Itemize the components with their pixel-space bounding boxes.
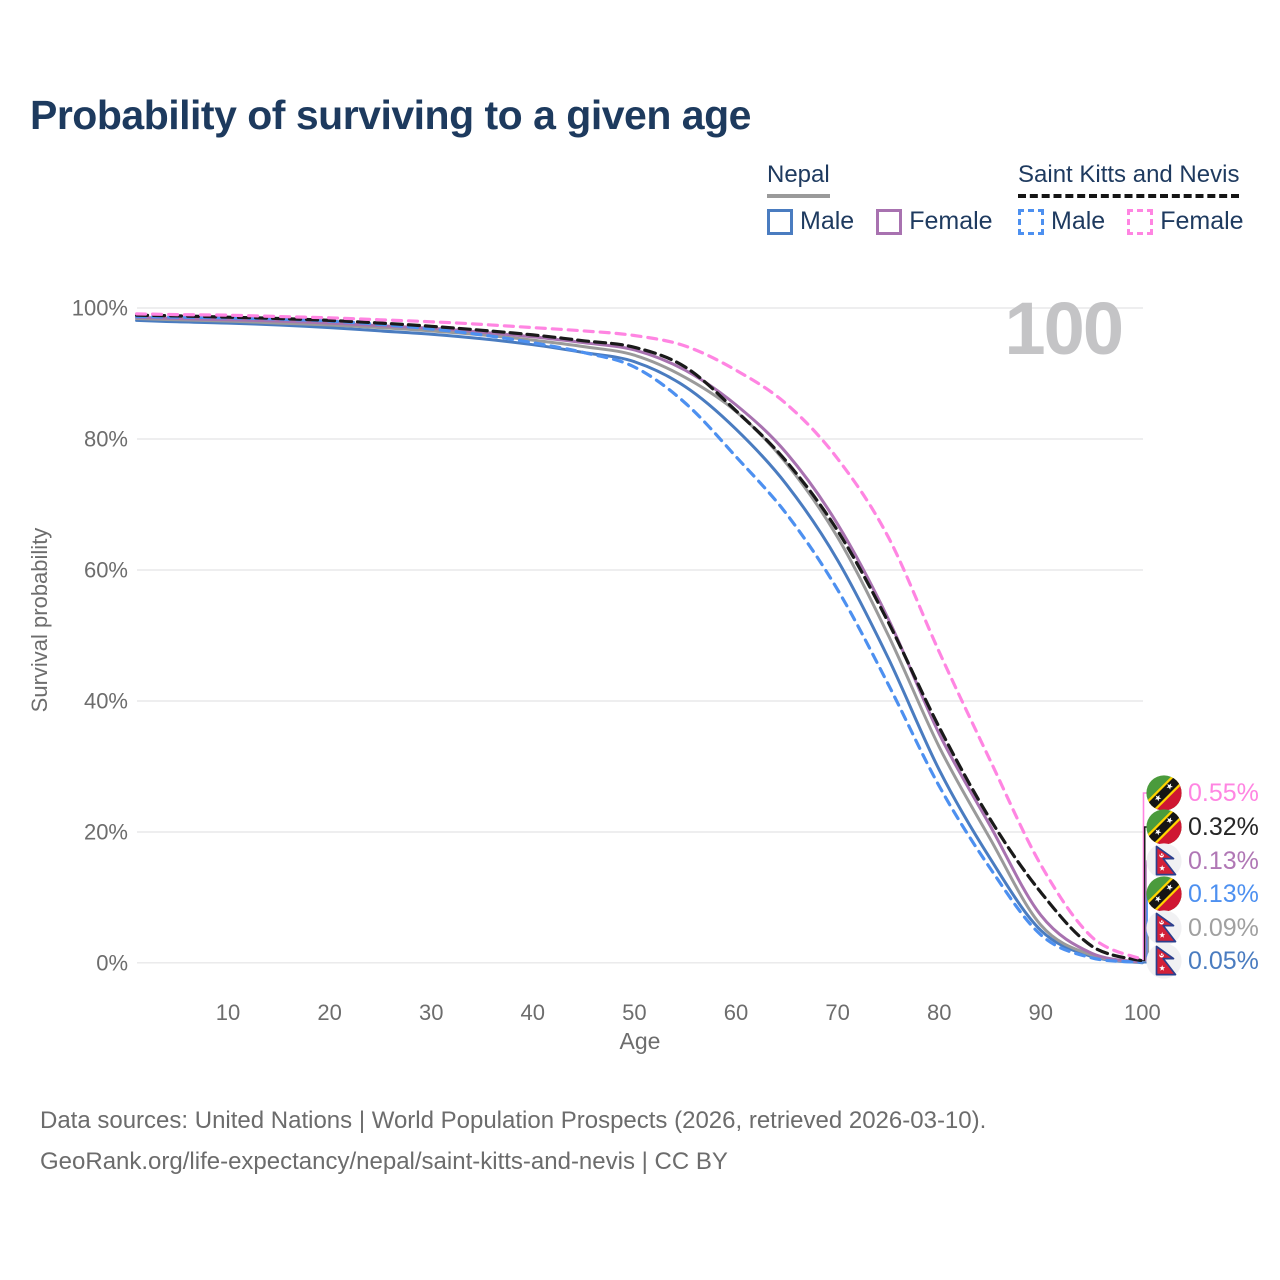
y-tick-label: 0%	[96, 950, 128, 975]
legend-group-saint-kitts-and-nevis: Saint Kitts and Nevis Male Female	[1018, 161, 1244, 236]
end-label-value: 0.13%	[1188, 879, 1259, 908]
y-tick-label: 60%	[84, 558, 128, 583]
nepal-male-swatch	[767, 208, 793, 235]
legend-item-skn-male[interactable]: Male	[1018, 207, 1105, 236]
series-line	[135, 312, 1144, 961]
series-line	[135, 314, 1144, 964]
series-line	[135, 315, 1144, 964]
series-line	[135, 317, 1144, 964]
end-label-value: 0.55%	[1188, 778, 1259, 807]
y-axis-title: Survival probability	[27, 527, 52, 713]
legend-country-nepal: Nepal	[767, 161, 830, 198]
attribution-line: GeoRank.org/life-expectancy/nepal/saint-…	[40, 1148, 728, 1175]
x-tick-label: 50	[622, 1000, 646, 1025]
legend-item-label: Female	[909, 207, 993, 235]
legend-item-label: Male	[800, 207, 855, 235]
x-tick-label: 40	[521, 1000, 545, 1025]
end-label-row: 0.05%	[1146, 943, 1259, 979]
age-counter-watermark: 100	[1004, 287, 1124, 370]
legend-item-label: Female	[1160, 207, 1244, 235]
end-label-row: 0.13%	[1146, 843, 1259, 879]
end-label-value: 0.32%	[1188, 812, 1259, 841]
nepal-female-swatch	[876, 208, 903, 235]
nepal-flag-icon	[1146, 843, 1182, 879]
x-tick-label: 80	[927, 1000, 951, 1025]
x-tick-label: 60	[724, 1000, 748, 1025]
data-sources-line: Data sources: United Nations | World Pop…	[40, 1107, 987, 1134]
saint-kitts-and-nevis-flag-icon	[1146, 876, 1182, 912]
x-tick-label: 90	[1029, 1000, 1053, 1025]
end-label-value: 0.13%	[1188, 846, 1259, 875]
end-label-row: 0.55%	[1146, 775, 1259, 811]
x-tick-label: 70	[825, 1000, 849, 1025]
legend-item-nepal-female[interactable]: Female	[876, 207, 993, 236]
y-tick-label: 40%	[84, 689, 128, 714]
x-tick-label: 10	[216, 1000, 240, 1025]
x-axis-title: Age	[619, 1028, 661, 1054]
nepal-flag-icon	[1146, 943, 1182, 979]
y-tick-label: 20%	[84, 820, 128, 845]
saint-kitts-and-nevis-flag-icon	[1146, 809, 1182, 845]
x-tick-label: 100	[1124, 1000, 1161, 1025]
legend-country-saint-kitts-and-nevis: Saint Kitts and Nevis	[1018, 161, 1240, 198]
legend-item-skn-female[interactable]: Female	[1127, 207, 1244, 236]
end-label-row: 0.13%	[1146, 876, 1259, 912]
end-label-value: 0.05%	[1188, 946, 1259, 975]
skn-female-swatch	[1127, 208, 1154, 235]
end-label-row: 0.09%	[1146, 910, 1259, 946]
x-tick-label: 20	[317, 1000, 341, 1025]
y-tick-label: 100%	[72, 296, 128, 321]
legend-group-nepal: Nepal Male Female	[767, 161, 993, 236]
legend-item-label: Male	[1051, 207, 1106, 235]
series-line	[135, 318, 1144, 965]
skn-male-swatch	[1018, 208, 1044, 235]
y-tick-label: 80%	[84, 427, 128, 452]
end-label-value: 0.09%	[1188, 913, 1259, 942]
saint-kitts-and-nevis-flag-icon	[1146, 775, 1182, 811]
series-line	[135, 313, 1144, 963]
legend-item-nepal-male[interactable]: Male	[767, 207, 854, 236]
page-title: Probability of surviving to a given age	[30, 92, 751, 138]
end-label-row: 0.32%	[1146, 809, 1259, 845]
x-tick-label: 30	[419, 1000, 443, 1025]
nepal-flag-icon	[1146, 910, 1182, 946]
